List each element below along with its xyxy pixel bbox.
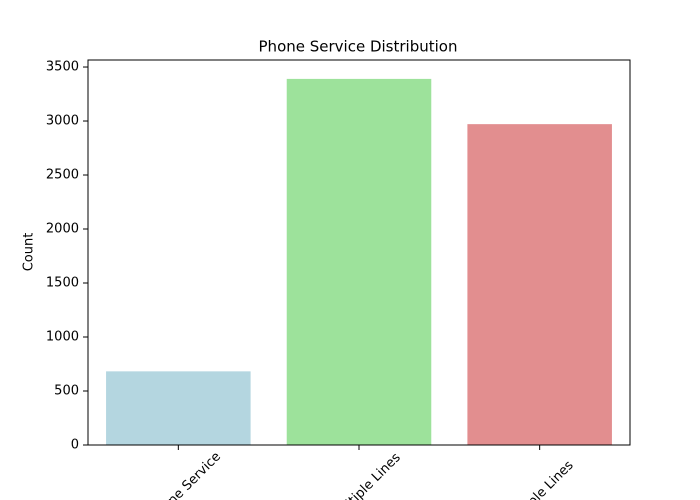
plot-frame bbox=[87, 59, 631, 446]
x-tick-label: No Multiple Lines bbox=[314, 450, 404, 500]
bar bbox=[286, 78, 432, 445]
y-tick-label: 500 bbox=[54, 384, 79, 399]
y-tick-label: 3500 bbox=[46, 60, 79, 75]
bar bbox=[106, 371, 251, 445]
chart-title: Phone Service Distribution bbox=[259, 38, 458, 56]
y-tick-label: 1500 bbox=[46, 276, 79, 291]
y-tick-label: 2500 bbox=[46, 168, 79, 183]
x-tick-label: Multiple Lines bbox=[503, 458, 577, 500]
y-axis-label: Count bbox=[22, 233, 37, 272]
x-tick-label: No Phone Service bbox=[133, 449, 224, 500]
bar bbox=[467, 124, 612, 445]
y-tick-label: 3000 bbox=[46, 114, 79, 129]
y-tick-label: 0 bbox=[71, 438, 79, 453]
y-tick-label: 2000 bbox=[46, 222, 79, 237]
y-tick-label: 1000 bbox=[46, 330, 79, 345]
